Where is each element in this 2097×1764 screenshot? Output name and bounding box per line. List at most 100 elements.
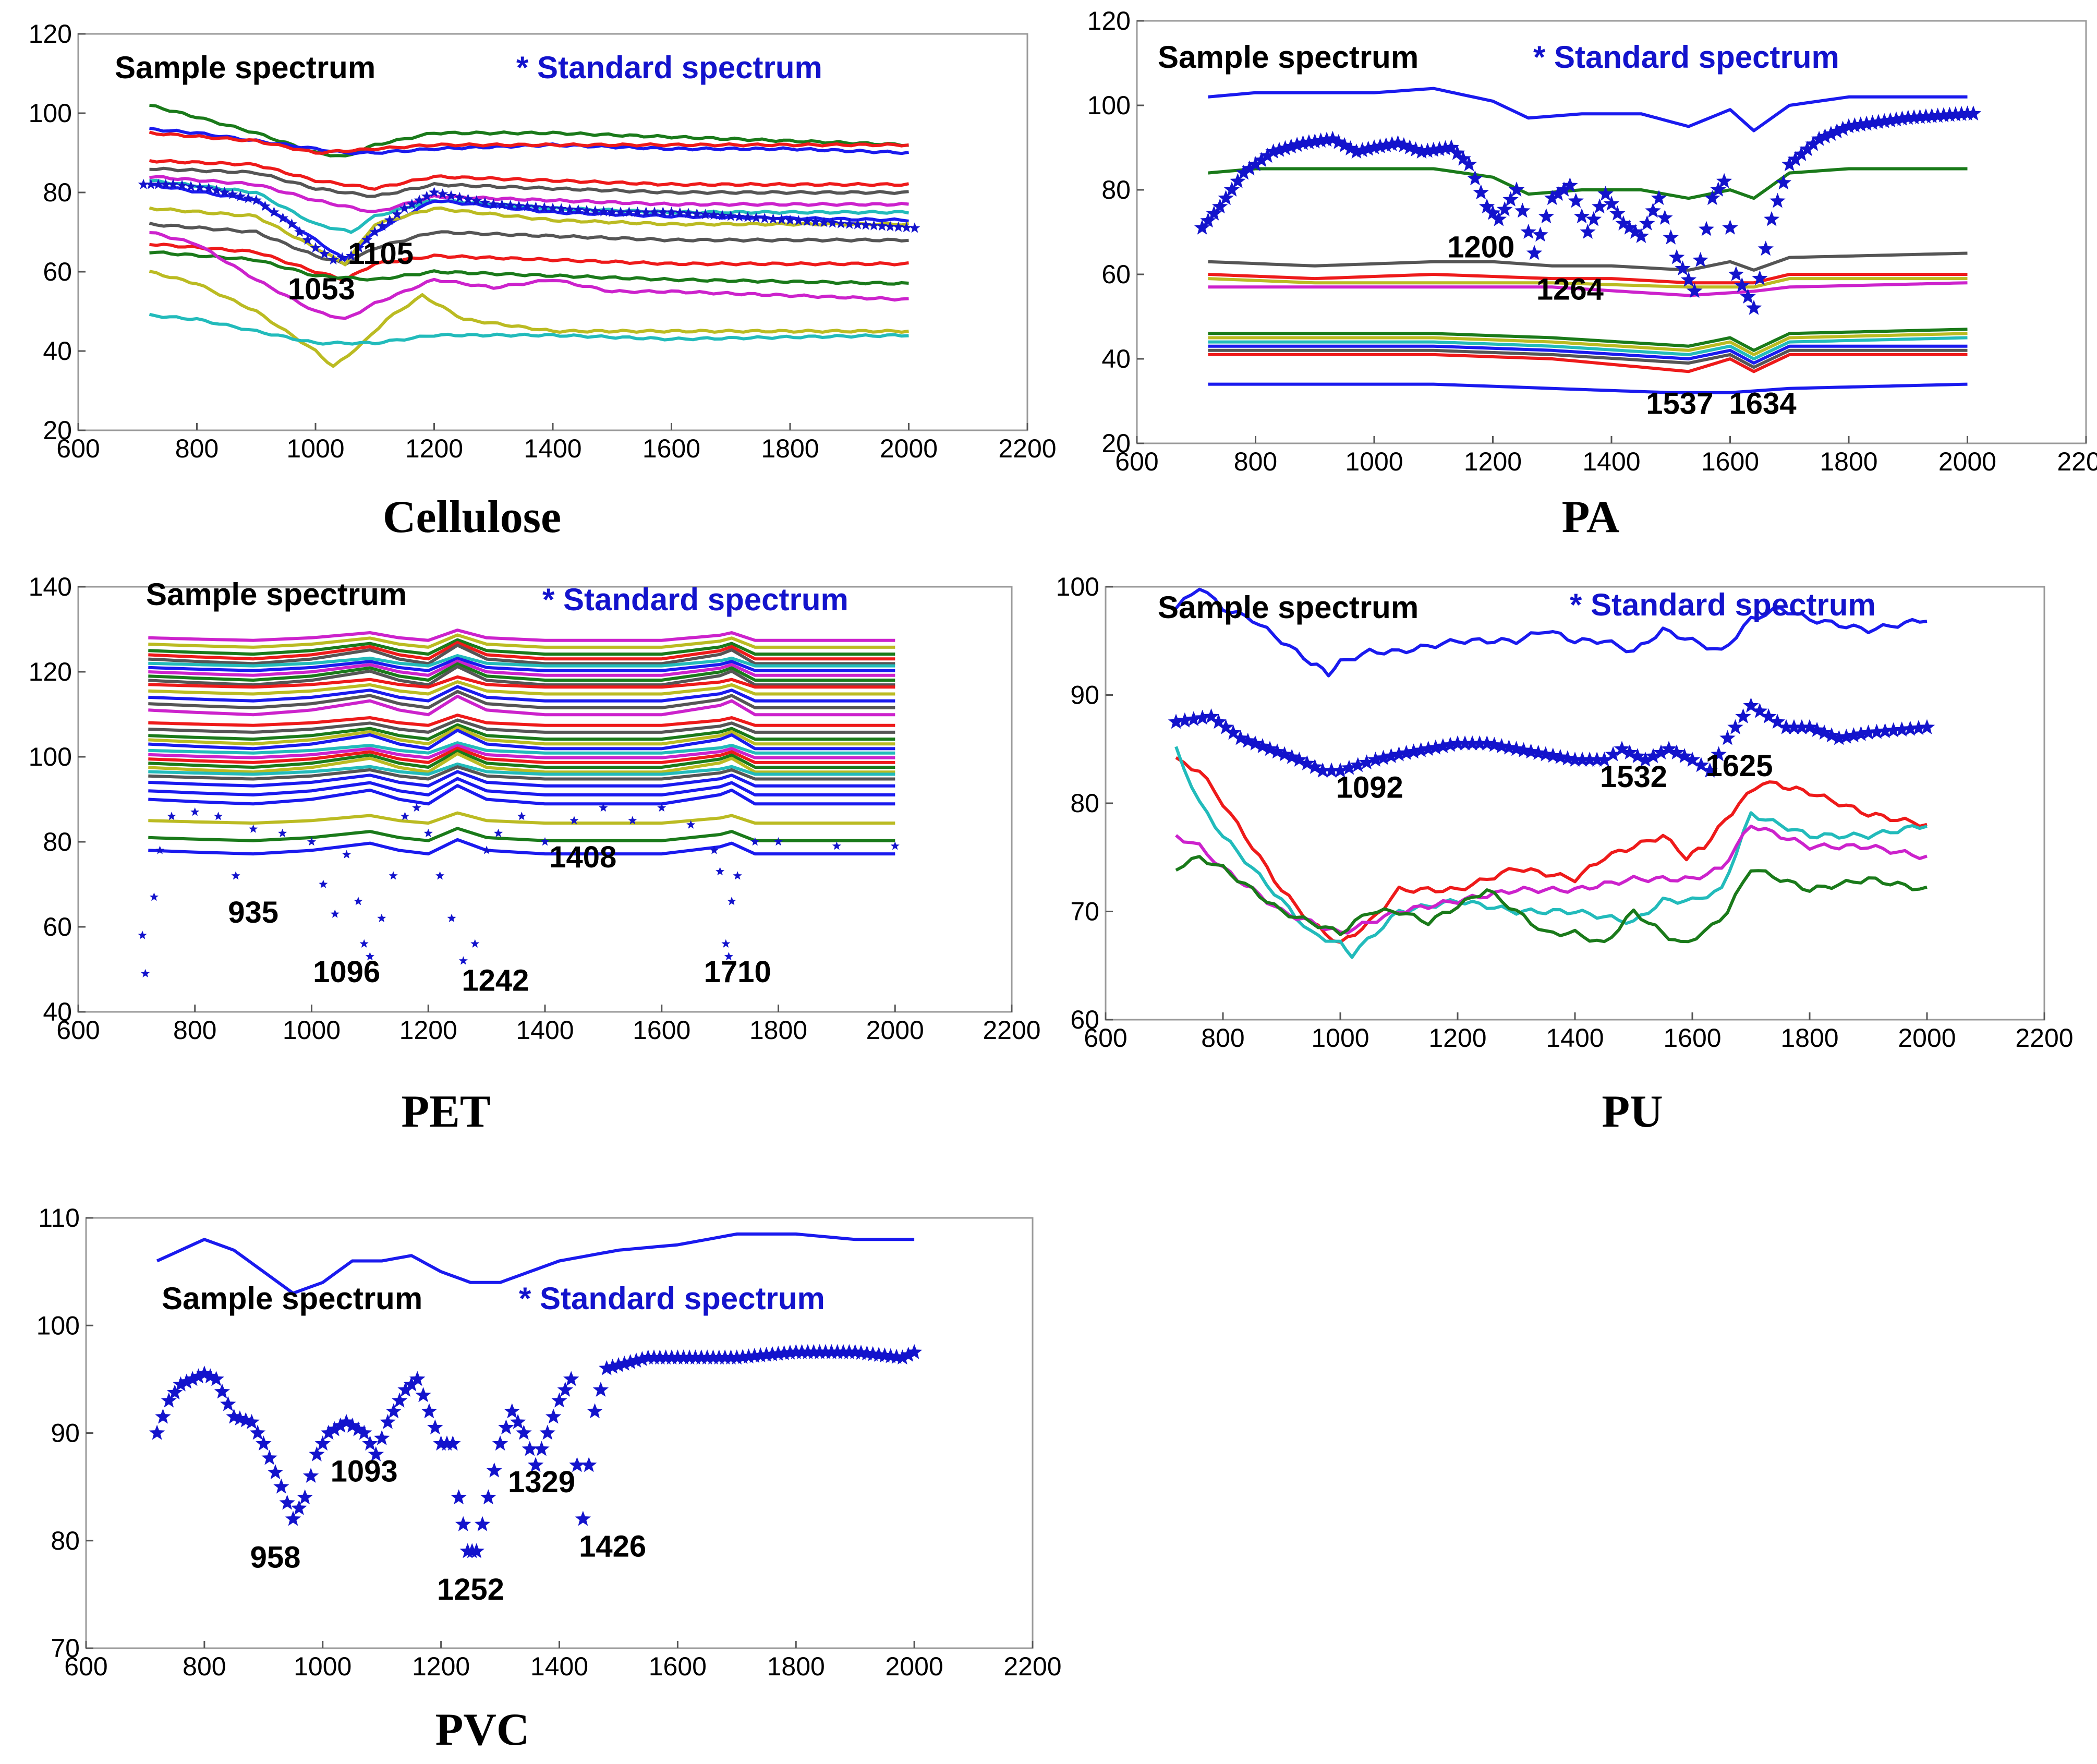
sample-series-line	[1208, 332, 1968, 356]
standard-series-point	[893, 221, 904, 232]
standard-series-point	[1846, 727, 1862, 743]
standard-series-point	[1168, 714, 1184, 729]
standard-series-point	[628, 816, 637, 825]
standard-series-point	[1687, 283, 1703, 298]
standard-series-point	[683, 208, 694, 219]
standard-series-point	[1185, 711, 1202, 727]
x-tick-label: 600	[64, 1652, 107, 1681]
standard-series-point	[468, 1543, 484, 1558]
standard-series-point	[190, 1368, 207, 1384]
sample-series-line	[148, 838, 895, 856]
standard-series-point	[575, 1511, 591, 1526]
standard-series-point	[818, 216, 830, 227]
sample-series-line	[149, 312, 909, 346]
standard-series-point	[1520, 224, 1536, 239]
x-tick-label: 1200	[1464, 447, 1522, 476]
standard-series-point	[1247, 735, 1264, 751]
sample-series-line	[1208, 336, 1968, 360]
standard-series-point	[522, 1441, 538, 1456]
standard-series-point	[589, 205, 601, 216]
standard-series-point	[686, 820, 696, 829]
sample-series-line	[148, 659, 895, 677]
y-tick-label: 40	[43, 336, 72, 366]
x-tick-label: 1400	[530, 1652, 588, 1681]
standard-series-point	[674, 207, 686, 218]
standard-series-point	[328, 254, 339, 265]
standard-series-point	[587, 1403, 603, 1419]
standard-series-point	[592, 1382, 609, 1397]
standard-series-point	[1702, 762, 1718, 778]
standard-series-point	[1431, 141, 1448, 156]
standard-series-point	[844, 218, 855, 229]
standard-series-point	[1232, 730, 1248, 745]
sample-series-line	[149, 231, 909, 320]
y-tick-label: 60	[1070, 1005, 1099, 1034]
sample-series-line	[148, 680, 895, 696]
standard-series-point	[458, 956, 468, 965]
y-tick-label: 100	[1087, 91, 1131, 120]
x-tick-label: 800	[1201, 1023, 1244, 1053]
standard-series-point	[213, 812, 223, 820]
standard-series-point	[336, 252, 348, 263]
standard-series-point	[563, 1371, 579, 1386]
standard-series-point	[1556, 182, 1572, 197]
standard-series-point	[1761, 708, 1777, 723]
standard-series-point	[235, 190, 246, 201]
standard-series-point	[640, 1349, 656, 1365]
peak-annotation: 1242	[462, 963, 529, 997]
standard-series-point	[286, 218, 297, 229]
standard-series-point	[492, 1435, 508, 1451]
standard-series-point	[326, 1421, 343, 1436]
standard-series-point	[1727, 719, 1743, 734]
standard-series-point	[138, 931, 147, 939]
standard-series-point	[1532, 226, 1548, 242]
standard-series-point	[616, 1355, 633, 1371]
standard-series-point	[1924, 108, 1940, 123]
standard-series-point	[454, 191, 465, 202]
standard-series-point	[1420, 142, 1436, 158]
standard-series-point	[415, 1387, 431, 1403]
standard-series-point	[1367, 752, 1384, 767]
standard-series-point	[451, 1489, 467, 1505]
standard-series-point	[581, 1457, 597, 1472]
standard-series-point	[1716, 173, 1732, 188]
standard-series-point	[711, 1349, 727, 1365]
standard-series-point	[1455, 150, 1471, 166]
plot-frame	[77, 33, 1028, 431]
sample-series-line	[149, 221, 909, 266]
standard-series-point	[1225, 724, 1241, 740]
legend-sample-spectrum: Sample spectrum	[115, 50, 375, 85]
x-tick-label: 1800	[761, 434, 819, 463]
standard-series-point	[1427, 739, 1444, 755]
standard-series-point	[1398, 745, 1414, 760]
standard-series-point	[734, 211, 745, 222]
standard-series-point	[1235, 164, 1252, 180]
standard-series-point	[1769, 714, 1786, 729]
standard-series-point	[354, 897, 363, 905]
standard-series-point	[155, 1408, 171, 1424]
sample-series-line	[148, 690, 895, 709]
standard-series-point	[291, 1500, 307, 1515]
standard-series-point	[1876, 113, 1893, 128]
standard-series-point	[1801, 719, 1818, 734]
peak-annotation: 1625	[1705, 749, 1773, 783]
standard-series-point	[742, 211, 754, 222]
sample-series-line	[1208, 382, 1968, 394]
peak-annotation: 958	[250, 1540, 301, 1574]
x-tick-label: 800	[175, 434, 219, 463]
x-tick-label: 1400	[1582, 447, 1640, 476]
standard-series-point	[1194, 709, 1210, 725]
standard-series-point	[1413, 143, 1430, 159]
standard-series-point	[784, 214, 796, 225]
x-tick-label: 1200	[405, 434, 463, 463]
sample-series-line	[149, 166, 909, 198]
standard-series-point	[1663, 229, 1679, 245]
x-tick-label: 1600	[643, 434, 700, 463]
legend-sample-spectrum: Sample spectrum	[1158, 40, 1419, 75]
standard-series-point	[1435, 738, 1451, 753]
y-tick-label: 80	[51, 1526, 80, 1555]
standard-series-point	[504, 1403, 520, 1419]
standard-series-point	[1829, 123, 1845, 139]
standard-series-point	[277, 212, 288, 223]
standard-series-point	[1218, 719, 1234, 734]
